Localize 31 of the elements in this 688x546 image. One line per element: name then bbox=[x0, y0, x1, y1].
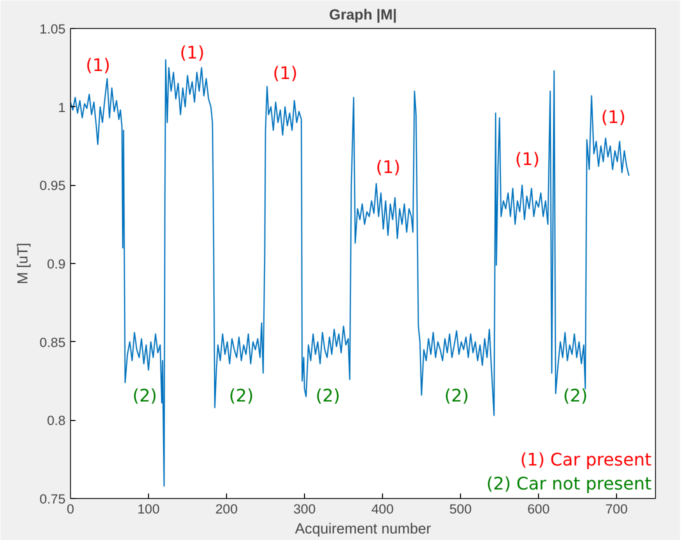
annotation: (1) bbox=[180, 43, 204, 64]
y-axis-title: M [uT] bbox=[16, 242, 32, 284]
y-tick-label: 0.85 bbox=[40, 334, 66, 350]
annotation: (2) bbox=[444, 386, 469, 407]
annotation: (2) bbox=[132, 386, 158, 407]
annotation: (1) bbox=[601, 108, 626, 128]
annotation: (1) Car present bbox=[520, 450, 652, 470]
annotation: (1) bbox=[272, 64, 298, 84]
annotation: (1) bbox=[376, 158, 400, 178]
x-tick-label: 700 bbox=[605, 502, 628, 516]
x-tick-label: 500 bbox=[449, 502, 472, 516]
annotation: (2) bbox=[229, 386, 254, 407]
annotation: (1) bbox=[515, 150, 540, 170]
y-tick-label: 1.05 bbox=[40, 22, 66, 36]
x-tick-label: 300 bbox=[293, 502, 316, 516]
chart-title: Graph |M| bbox=[329, 8, 397, 24]
y-tick-label: 0.75 bbox=[40, 492, 66, 506]
y-tick-label: 0.95 bbox=[40, 178, 66, 194]
x-tick-label: 200 bbox=[215, 502, 238, 516]
x-tick-label: 400 bbox=[371, 502, 394, 516]
annotation: (2) bbox=[563, 386, 588, 407]
x-axis-title: Acquirement number bbox=[294, 522, 432, 538]
y-tick-label: 0.9 bbox=[46, 256, 66, 272]
x-tick-label: 0 bbox=[66, 502, 74, 516]
annotation: (2) bbox=[316, 386, 340, 407]
x-tick-label: 600 bbox=[527, 502, 550, 516]
y-tick-label: 1 bbox=[58, 100, 66, 115]
annotation: (1) bbox=[86, 56, 110, 76]
annotation: (2) Car not present bbox=[486, 474, 652, 494]
x-tick-label: 100 bbox=[137, 502, 160, 516]
y-tick-label: 0.8 bbox=[46, 413, 66, 428]
